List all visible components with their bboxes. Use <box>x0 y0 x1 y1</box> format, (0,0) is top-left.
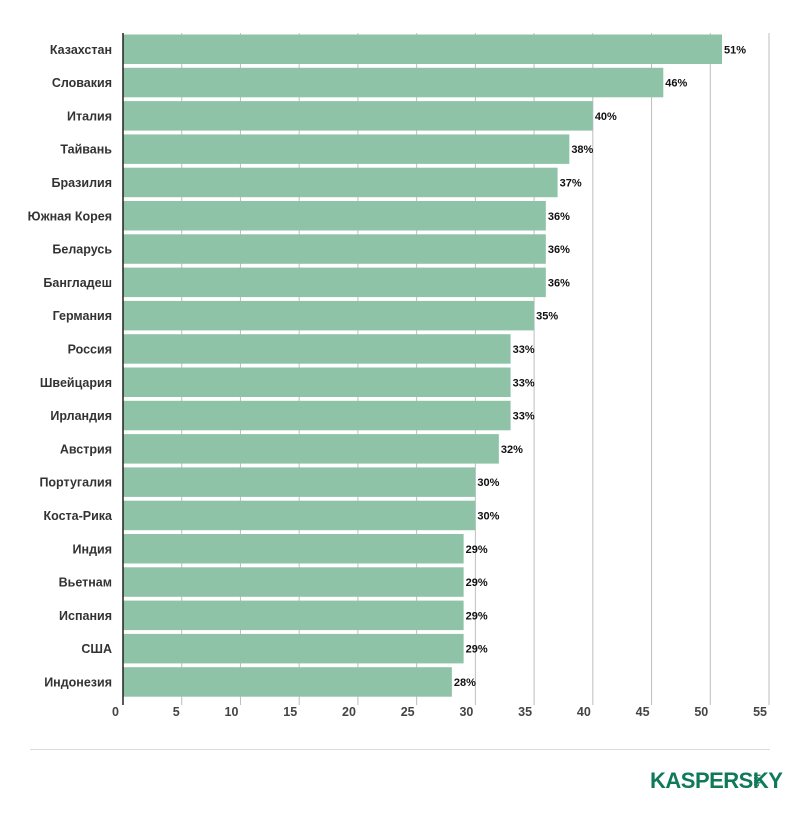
x-axis-ticks: 0 5 10 15 20 25 30 35 40 45 50 55 <box>112 705 767 719</box>
value-label: 33% <box>513 411 535 423</box>
category-label: Южная Корея <box>28 209 112 223</box>
bar <box>123 567 464 597</box>
category-label: Германия <box>53 309 112 323</box>
category-label: Индия <box>73 542 112 556</box>
bar <box>123 334 511 364</box>
value-label: 30% <box>477 477 499 489</box>
x-tick-label: 0 <box>112 705 119 719</box>
bar <box>123 300 535 331</box>
category-label: Казахстан <box>50 43 112 57</box>
category-label: Швейцария <box>40 376 112 390</box>
category-label: Вьетнам <box>59 576 112 590</box>
category-labels: Казахстан Словакия Италия Тайвань Бразилия Юж… <box>28 43 113 690</box>
value-label: 33% <box>513 344 535 356</box>
value-label: 40% <box>595 111 617 123</box>
bar <box>123 534 464 564</box>
value-label: 33% <box>513 377 535 389</box>
category-label: Беларусь <box>52 243 112 257</box>
bar <box>123 134 570 164</box>
value-label: 46% <box>665 78 687 90</box>
x-tick-label: 5 <box>173 705 180 719</box>
value-label: 35% <box>536 311 558 323</box>
x-tick-label: 20 <box>342 705 356 719</box>
category-label: Австрия <box>60 442 112 456</box>
bar <box>123 633 464 664</box>
category-label: Бразилия <box>51 176 112 190</box>
bar <box>123 234 546 264</box>
value-label: 32% <box>501 444 523 456</box>
bar <box>123 101 593 131</box>
value-label: 36% <box>548 277 570 289</box>
category-label: Россия <box>68 342 112 356</box>
kaspersky-logo: KASPERSKY lab <box>650 768 783 794</box>
bar <box>123 467 476 497</box>
category-label: Ирландия <box>50 409 112 423</box>
logo-sub: lab <box>752 774 762 788</box>
x-tick-label: 35 <box>518 705 532 719</box>
x-tick-label: 15 <box>283 705 297 719</box>
bar <box>123 500 476 531</box>
bar <box>123 400 511 431</box>
value-label: 29% <box>466 610 488 622</box>
value-label: 30% <box>477 510 499 522</box>
category-label: США <box>81 642 112 656</box>
x-tick-label: 45 <box>636 705 650 719</box>
value-label: 37% <box>560 177 582 189</box>
x-tick-label: 55 <box>753 705 767 719</box>
bar <box>123 201 546 231</box>
category-label: Испания <box>59 609 112 623</box>
value-label: 36% <box>548 244 570 256</box>
value-label: 28% <box>454 677 476 689</box>
category-label: Португалия <box>39 476 112 490</box>
x-tick-label: 50 <box>694 705 708 719</box>
bar <box>123 167 558 198</box>
footer-divider <box>30 749 770 750</box>
bar <box>123 267 546 298</box>
value-labels: 51% 46% 40% 38% 37% 36% 36% 36% 35% 33% 33% 33% 32% 3… <box>454 44 746 689</box>
category-label: Индонезия <box>44 675 112 689</box>
bar <box>123 600 464 631</box>
value-label: 51% <box>724 44 746 56</box>
bar <box>123 667 452 697</box>
x-tick-label: 40 <box>577 705 591 719</box>
bar <box>123 34 723 64</box>
bar-chart: Казахстан Словакия Италия Тайвань Бразилия Юж… <box>28 33 770 719</box>
x-tick-label: 10 <box>225 705 239 719</box>
bar <box>123 434 499 464</box>
value-label: 36% <box>548 211 570 223</box>
value-label: 29% <box>466 644 488 656</box>
category-label: Коста-Рика <box>43 509 113 523</box>
x-tick-label: 25 <box>401 705 415 719</box>
bars <box>123 34 723 697</box>
bar <box>123 367 511 397</box>
category-label: Тайвань <box>60 143 112 157</box>
logo-text: KASPERSKY <box>650 768 783 793</box>
value-label: 38% <box>571 144 593 156</box>
x-tick-label: 30 <box>459 705 473 719</box>
bar <box>123 67 664 98</box>
category-label: Словакия <box>52 76 112 90</box>
category-label: Италия <box>67 109 112 123</box>
category-label: Бангладеш <box>43 276 112 290</box>
value-label: 29% <box>466 577 488 589</box>
value-label: 29% <box>466 544 488 556</box>
